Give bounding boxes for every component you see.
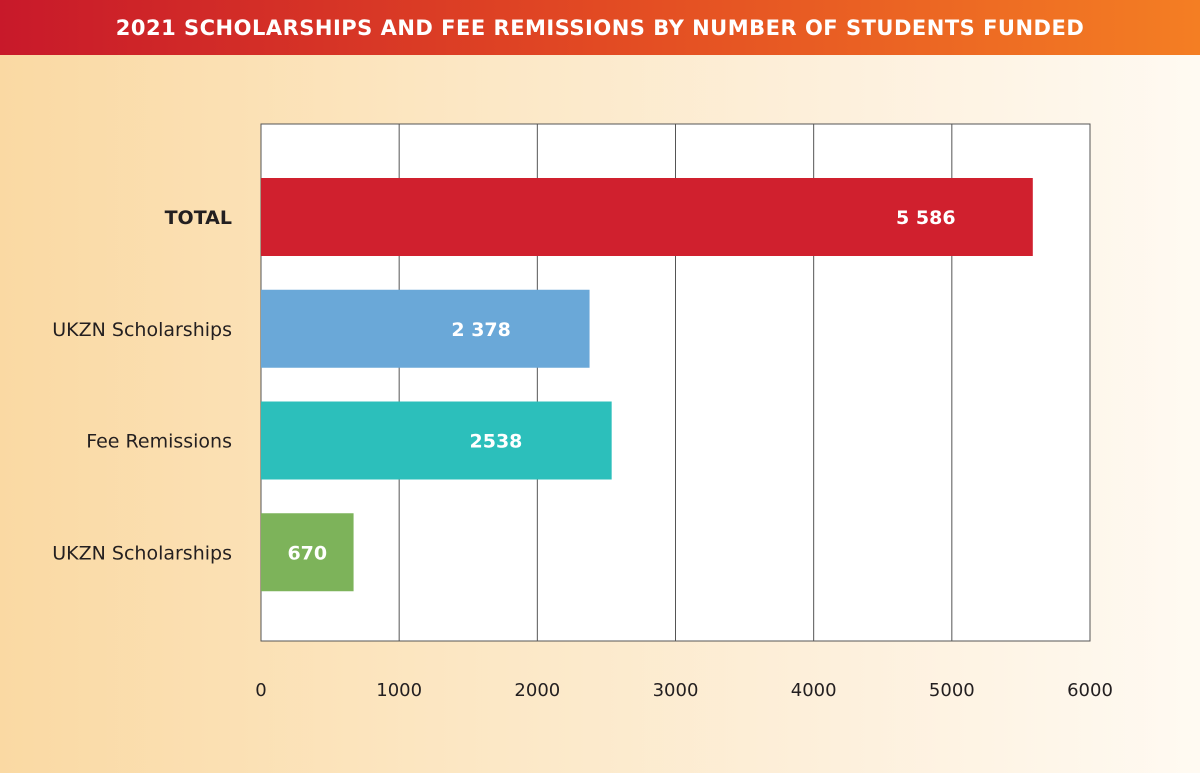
x-axis-ticks: 0 1000 2000 3000 4000 5000 6000: [255, 680, 1113, 701]
value-label: 2538: [470, 431, 523, 453]
value-label: 5 586: [896, 207, 956, 229]
bar: [261, 289, 590, 368]
x-tick-label: 2000: [514, 680, 560, 701]
x-tick-label: 1000: [376, 680, 422, 701]
x-tick-label: 6000: [1067, 680, 1113, 701]
category-label: UKZN Scholarships: [52, 319, 232, 341]
category-label: UKZN Scholarships: [52, 542, 232, 564]
bar: [261, 401, 612, 480]
bar: [261, 178, 1033, 256]
title-bar: 2021 SCHOLARSHIPS AND FEE REMISSIONS BY …: [0, 0, 1200, 55]
x-tick-label: 3000: [653, 680, 699, 701]
x-tick-label: 0: [255, 680, 266, 701]
x-tick-label: 5000: [929, 680, 975, 701]
value-labels: 5 586 2 378 2538 670: [287, 207, 955, 564]
bar: [261, 513, 354, 592]
value-label: 670: [287, 542, 327, 564]
category-label: TOTAL: [165, 207, 232, 229]
category-label: Fee Remissions: [86, 431, 232, 453]
category-labels: TOTAL UKZN Scholarships Fee Remissions UKZN…: [52, 207, 232, 564]
bars: [261, 178, 1033, 592]
x-tick-label: 4000: [791, 680, 837, 701]
value-label: 2 378: [451, 319, 511, 341]
chart-title: 2021 SCHOLARSHIPS AND FEE REMISSIONS BY …: [115, 15, 1085, 40]
